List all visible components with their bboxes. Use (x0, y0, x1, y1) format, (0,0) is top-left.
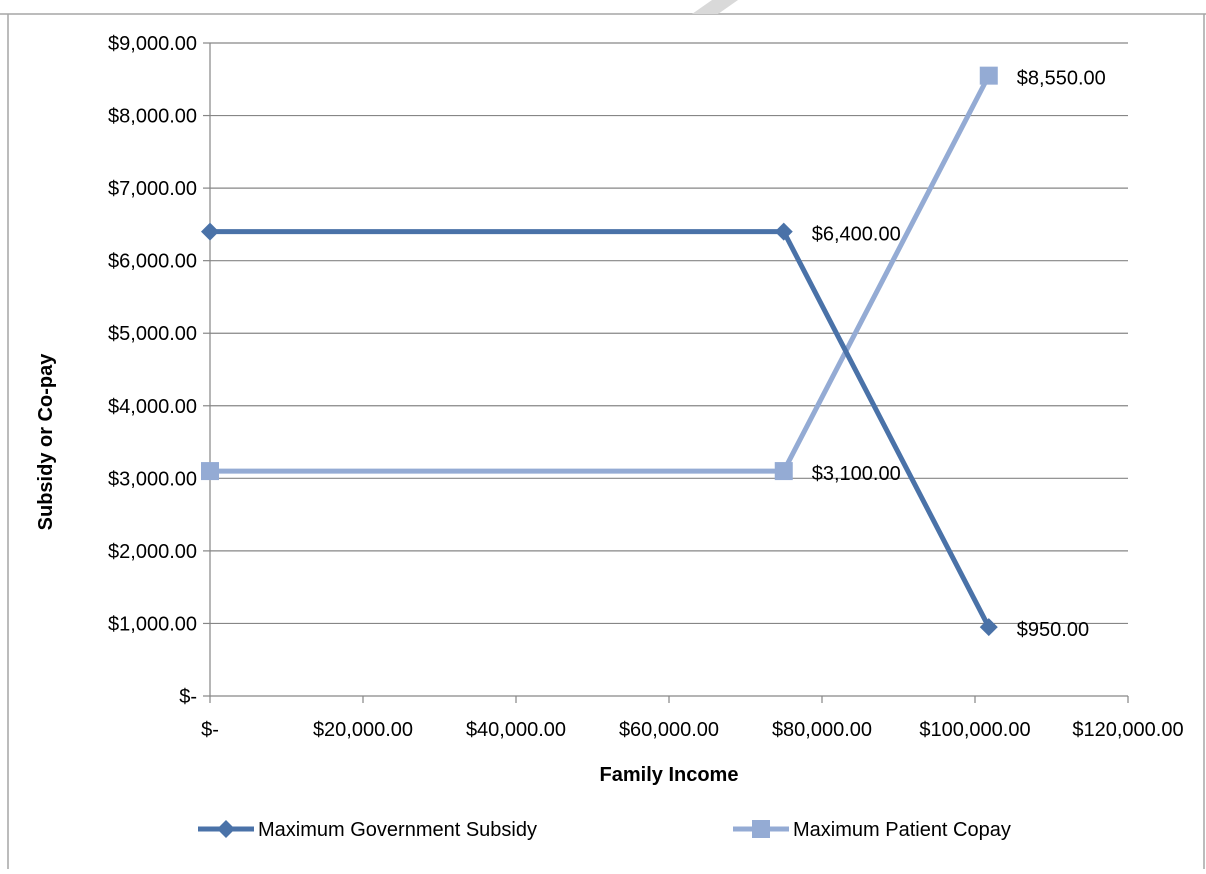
y-axis-title: Subsidy or Co-pay (35, 353, 57, 531)
legend-item: Maximum Government Subsidy (198, 819, 537, 841)
y-tick-label: $5,000.00 (108, 323, 197, 345)
y-tick-label: $2,000.00 (108, 541, 197, 563)
y-tick-label: $- (179, 686, 197, 708)
data-label-patient-copay: $3,100.00 (812, 463, 901, 485)
y-tick-label: $7,000.00 (108, 178, 197, 200)
y-tick-label: $4,000.00 (108, 396, 197, 418)
data-point-government-subsidy (775, 223, 793, 241)
data-label-government-subsidy: $950.00 (1017, 619, 1089, 641)
y-tick-label: $9,000.00 (108, 33, 197, 55)
series-line-government-subsidy (210, 232, 989, 627)
data-point-government-subsidy (980, 618, 998, 636)
data-point-patient-copay (775, 462, 793, 480)
series-line-patient-copay (210, 76, 989, 471)
watermark-stroke (692, 0, 738, 14)
x-tick-label: $120,000.00 (1072, 719, 1183, 741)
y-tick-label: $6,000.00 (108, 251, 197, 273)
legend-marker-icon (217, 820, 235, 838)
x-tick-label: $- (201, 719, 219, 741)
gridlines (210, 43, 1128, 623)
x-tick-label: $100,000.00 (919, 719, 1030, 741)
data-point-patient-copay (980, 67, 998, 85)
x-tick-label: $80,000.00 (772, 719, 872, 741)
y-tick-label: $1,000.00 (108, 613, 197, 635)
y-tick-label: $8,000.00 (108, 106, 197, 128)
x-axis-title: Family Income (600, 764, 739, 786)
legend-label: Maximum Patient Copay (793, 819, 1011, 841)
x-tick-label: $20,000.00 (313, 719, 413, 741)
x-tick-labels: $- $20,000.00 $40,000.00 $60,000.00 $80,000.… (201, 719, 1184, 741)
axes (203, 43, 1128, 703)
series (210, 76, 989, 627)
data-labels: $6,400.00 $950.00 $3,100.00 $8,550.00 (812, 68, 1106, 641)
x-tick-label: $40,000.00 (466, 719, 566, 741)
data-point-patient-copay (201, 462, 219, 480)
legend-item: Maximum Patient Copay (733, 819, 1011, 841)
data-point-government-subsidy (201, 223, 219, 241)
y-tick-label: $3,000.00 (108, 468, 197, 490)
y-tick-labels: $- $1,000.00 $2,000.00 $3,000.00 $4,000.00 $5… (108, 33, 197, 708)
legend-label: Maximum Government Subsidy (258, 819, 537, 841)
x-tick-label: $60,000.00 (619, 719, 719, 741)
legend: Maximum Government Subsidy Maximum Patien… (198, 819, 1011, 841)
data-label-patient-copay: $8,550.00 (1017, 68, 1106, 90)
data-label-government-subsidy: $6,400.00 (812, 224, 901, 246)
legend-marker-icon (752, 820, 770, 838)
